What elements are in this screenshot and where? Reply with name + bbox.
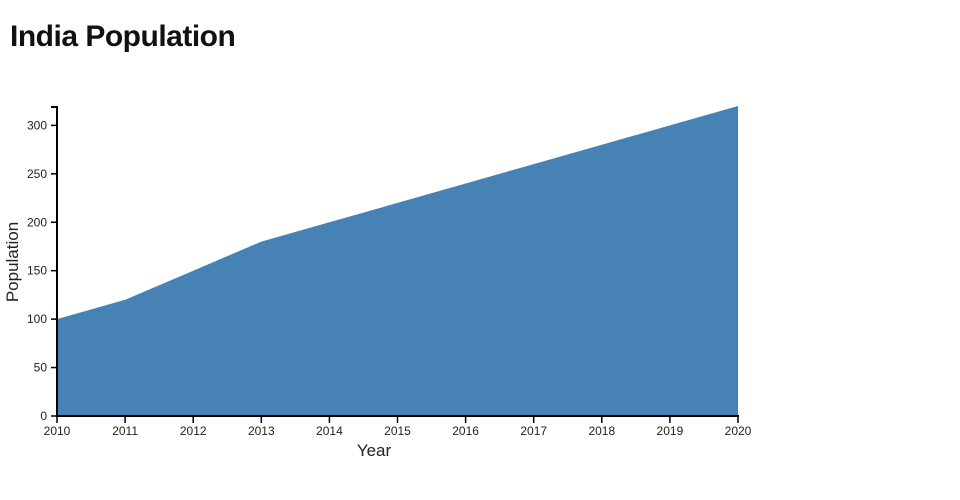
x-tick-label: 2010 — [44, 424, 71, 438]
y-tick-label: 300 — [27, 118, 47, 132]
y-tick-label: 100 — [27, 312, 47, 326]
y-tick-label: 0 — [40, 409, 47, 423]
y-tick-label: 150 — [27, 264, 47, 278]
population-area-series — [57, 106, 738, 416]
x-tick-label: 2013 — [248, 424, 275, 438]
x-tick-label: 2020 — [725, 424, 752, 438]
y-tick-label: 50 — [34, 361, 48, 375]
y-tick-label: 200 — [27, 215, 47, 229]
area-series-layer — [57, 106, 738, 416]
x-tick-label: 2011 — [112, 424, 138, 438]
x-tick-label: 2019 — [657, 424, 684, 438]
axes-layer: 0 50 100 150 200 250 300 2010 2011 2012 2013 2014 20… — [27, 106, 752, 438]
chart-title: India Population — [10, 20, 236, 53]
x-tick-label: 2014 — [316, 424, 343, 438]
x-tick-label: 2015 — [384, 424, 411, 438]
y-axis-line — [51, 106, 58, 417]
x-tick-label: 2017 — [520, 424, 547, 438]
x-tick-label: 2018 — [588, 424, 615, 438]
x-tick-label: 2016 — [452, 424, 479, 438]
x-axis-title: Year — [357, 441, 392, 460]
x-tick-label: 2012 — [180, 424, 207, 438]
y-tick-label: 250 — [27, 167, 47, 181]
y-axis-title: Population — [3, 222, 22, 302]
